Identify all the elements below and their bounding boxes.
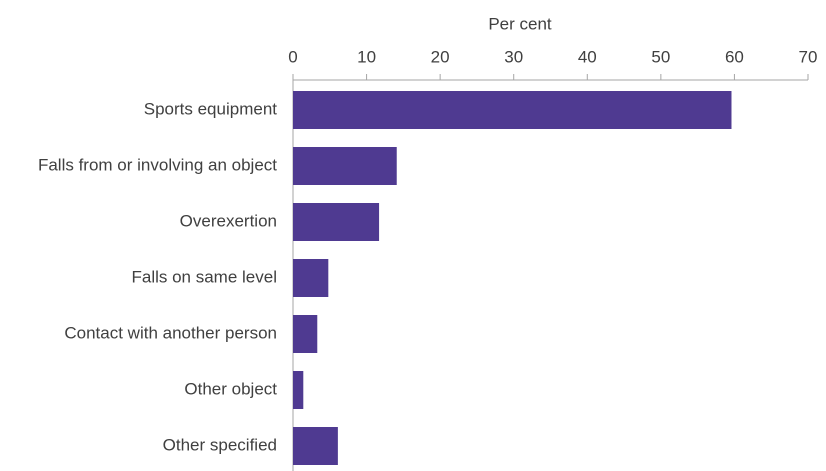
x-tick-label: 70 [799,47,818,66]
bar [293,91,732,129]
bar [293,315,318,353]
bar [293,259,329,297]
bar [293,427,338,465]
x-tick-label: 30 [504,47,523,66]
y-tick-label: Other specified [163,435,277,454]
bar [293,203,380,241]
x-tick-label: 60 [725,47,744,66]
x-tick-label: 40 [578,47,597,66]
y-tick-label: Overexertion [180,211,277,230]
x-tick-label: 0 [288,47,297,66]
x-tick-label: 10 [357,47,376,66]
y-tick-label: Other object [184,379,277,398]
y-tick-label: Contact with another person [64,323,277,342]
y-tick-label: Falls on same level [131,267,277,286]
x-tick-label: 50 [651,47,670,66]
x-tick-label: 20 [431,47,450,66]
y-tick-label: Sports equipment [144,99,278,118]
bar [293,147,397,185]
bar [293,371,304,409]
axis-title: Per cent [488,14,552,33]
y-tick-label: Falls from or involving an object [38,155,277,174]
